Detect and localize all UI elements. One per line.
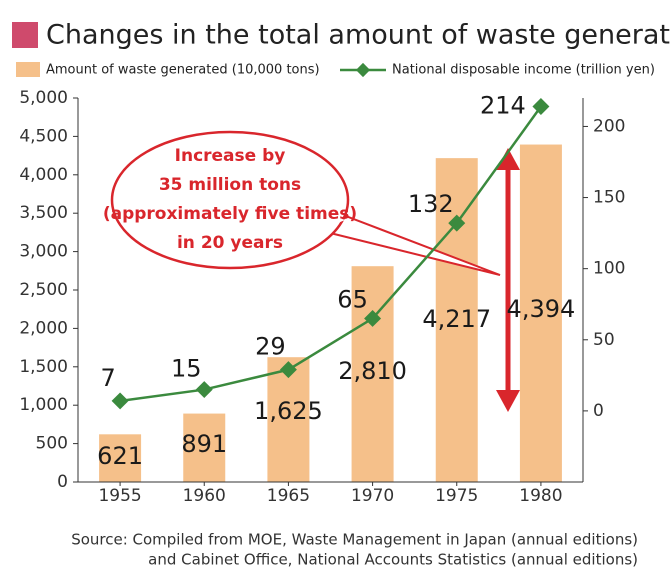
bar <box>183 413 226 482</box>
line <box>119 105 542 403</box>
y-tick-label: 4,500 <box>19 126 68 146</box>
y2-tick-label: 150 <box>593 188 625 208</box>
annotation: Increase by <box>175 146 286 166</box>
x-tick-label: 1970 <box>351 486 394 506</box>
y-tick-label: 3,000 <box>19 242 68 262</box>
x-tick-label: 1975 <box>435 486 478 506</box>
x-tick-label: 1960 <box>183 486 226 506</box>
marker <box>532 98 550 116</box>
arrow-head <box>496 390 520 412</box>
y-tick-label: 4,000 <box>19 165 68 185</box>
y2-tick-label: 200 <box>593 116 625 136</box>
data-label: 621 <box>97 442 143 470</box>
y2-tick-label: 100 <box>593 259 625 279</box>
legend-swatch <box>355 62 371 78</box>
data-label: 4,217 <box>422 305 491 333</box>
x-tick-label: 1965 <box>267 486 310 506</box>
y-tick-label: 3,500 <box>19 203 68 223</box>
data-label: 214 <box>480 92 526 120</box>
data-label: 65 <box>337 285 368 313</box>
annotation: 35 million tons <box>159 175 301 195</box>
marker <box>111 392 129 410</box>
y-tick-label: 0 <box>57 472 68 492</box>
y-tick-label: 500 <box>36 434 68 454</box>
marker <box>195 381 213 399</box>
data-label: 1,625 <box>254 397 323 425</box>
marker <box>364 309 382 327</box>
data-label: 132 <box>408 190 454 218</box>
data-label: 7 <box>100 364 115 392</box>
legend-label: National disposable income (trillion yen… <box>392 63 655 78</box>
title-marker <box>12 22 38 48</box>
annotation: (approximately five times) <box>103 204 357 224</box>
bar <box>99 434 142 482</box>
data-label: 891 <box>181 430 227 458</box>
data-label: 4,394 <box>507 295 576 323</box>
source: Source: Compiled from MOE, Waste Managem… <box>71 531 638 549</box>
data-label: 29 <box>255 333 286 361</box>
marker <box>279 361 297 379</box>
data-label: 2,810 <box>338 357 407 385</box>
source: and Cabinet Office, National Accounts St… <box>148 551 638 569</box>
arrow-head <box>496 148 520 170</box>
legend-swatch <box>16 62 40 77</box>
chart-title: Changes in the total amount of waste gen… <box>46 20 670 51</box>
y2-tick-label: 0 <box>593 401 604 421</box>
callout-cover <box>326 213 345 228</box>
bar <box>519 144 562 482</box>
callout <box>110 130 350 270</box>
x-tick-label: 1955 <box>98 486 141 506</box>
y-tick-label: 1,500 <box>19 357 68 377</box>
y-tick-label: 1,000 <box>19 395 68 415</box>
data-label: 15 <box>171 355 202 383</box>
y-tick-label: 5,000 <box>19 88 68 108</box>
y-tick-label: 2,000 <box>19 318 68 338</box>
y-tick-label: 2,500 <box>19 280 68 300</box>
bar <box>435 158 478 482</box>
legend-label: Amount of waste generated (10,000 tons) <box>46 63 320 78</box>
marker <box>448 214 466 232</box>
annotation: in 20 years <box>177 233 283 253</box>
x-tick-label: 1980 <box>519 486 562 506</box>
y2-tick-label: 50 <box>593 330 615 350</box>
